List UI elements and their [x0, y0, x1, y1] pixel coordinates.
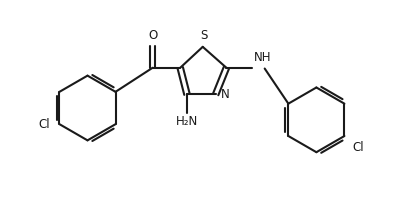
Text: NH: NH — [254, 51, 272, 64]
Text: Cl: Cl — [38, 118, 50, 131]
Text: N: N — [221, 89, 229, 102]
Text: S: S — [200, 29, 207, 42]
Text: Cl: Cl — [352, 141, 364, 154]
Text: H₂N: H₂N — [176, 115, 198, 128]
Text: O: O — [148, 29, 157, 42]
